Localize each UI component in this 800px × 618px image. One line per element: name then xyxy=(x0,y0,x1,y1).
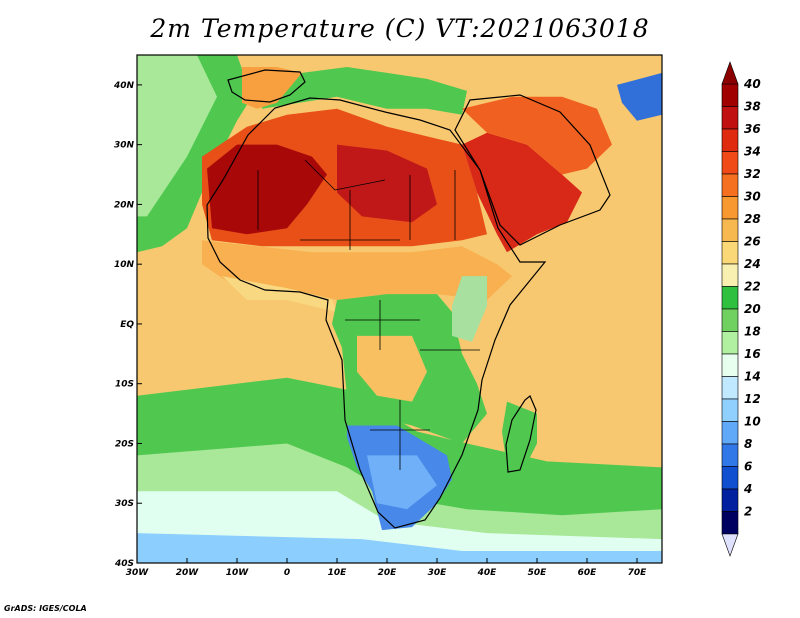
colorbar-box xyxy=(721,511,739,535)
colorbar-box xyxy=(721,353,739,377)
lon-tick-label: 30W xyxy=(126,568,150,578)
colorbar-label: 30 xyxy=(744,190,761,204)
colorbar-box xyxy=(721,331,739,355)
lat-tick-label: 20S xyxy=(115,439,134,449)
region-east-africa-highlands xyxy=(452,276,487,342)
colorbar-label: 20 xyxy=(744,302,761,316)
colorbar-label: 22 xyxy=(744,280,761,294)
lat-tick-label: 10N xyxy=(114,260,135,270)
lon-tick-label: 20W xyxy=(176,568,200,578)
region-mideast-north xyxy=(462,96,612,175)
colorbar-label: 2 xyxy=(744,505,752,519)
lon-tick-label: 30E xyxy=(428,568,448,578)
region-sahara-core-west xyxy=(207,144,327,235)
lon-tick-label: 40E xyxy=(477,568,498,578)
region-gulf-guinea-coast xyxy=(222,276,337,312)
africa-coastline xyxy=(206,97,547,529)
colorbar-label: 26 xyxy=(744,235,761,249)
colorbar-box xyxy=(721,218,739,242)
grads-credit: GrADS: IGES/COLA xyxy=(4,604,87,613)
region-congo-warm xyxy=(357,335,427,402)
lon-tick-label: 20E xyxy=(378,568,398,578)
colorbar-label: 24 xyxy=(744,257,761,271)
region-iran-cold xyxy=(617,72,662,121)
colorbar-box xyxy=(721,421,739,445)
colorbar-box xyxy=(721,128,739,152)
madagascar-coastline xyxy=(505,395,537,473)
latitude-axis: 40N 30N 20N 10N EQ 10S 20S 30S 40S xyxy=(113,81,142,569)
colorbar-label: 40 xyxy=(743,77,761,91)
colorbar-box xyxy=(721,376,739,400)
coastline-outline xyxy=(206,69,611,529)
lat-tick-label: 40S xyxy=(114,559,134,569)
colorbar-label: 10 xyxy=(744,415,761,429)
colorbar-label: 6 xyxy=(744,460,752,474)
colorbar-box xyxy=(721,286,739,310)
map-title: 2m Temperature (C) VT:2021063018 xyxy=(150,14,650,43)
colorbar-box xyxy=(721,488,739,512)
colorbar-box xyxy=(721,263,739,287)
colorbar-box xyxy=(721,196,739,220)
colorbar-label: 32 xyxy=(744,167,761,181)
colorbar-label: 14 xyxy=(744,370,761,384)
region-arabia xyxy=(462,132,582,253)
colorbar-top-arrow xyxy=(721,61,739,85)
colorbar-box xyxy=(721,83,739,107)
region-iberia xyxy=(242,67,302,109)
region-southern-africa-inner xyxy=(367,455,437,510)
colorbar-label: 38 xyxy=(744,100,761,114)
lon-tick-label: 10E xyxy=(328,568,348,578)
region-south-cool-4 xyxy=(137,533,662,563)
lon-tick-label: 70E xyxy=(628,568,648,578)
longitude-axis: 30W 20W 10W 0 10E 20E 30E 40E 50E 60E 70E xyxy=(126,558,647,578)
colorbar-box xyxy=(721,106,739,130)
colorbar-label: 12 xyxy=(744,392,761,406)
colorbar-box xyxy=(721,241,739,265)
colorbar-box xyxy=(721,173,739,197)
lat-tick-label: 30S xyxy=(115,499,134,509)
lat-tick-label: EQ xyxy=(120,320,134,330)
lat-tick-label: 10S xyxy=(115,380,134,390)
colorbar-box xyxy=(721,151,739,175)
lon-tick-label: 10W xyxy=(226,568,250,578)
plot-frame xyxy=(136,54,663,564)
region-mediterranean xyxy=(262,67,467,115)
iberia-coastline xyxy=(227,69,306,103)
temperature-field xyxy=(137,55,662,563)
colorbar-label: 16 xyxy=(744,347,761,361)
colorbar-box xyxy=(721,308,739,332)
colorbar-label: 36 xyxy=(744,122,761,136)
colorbar: 40 38 36 34 32 30 28 26 24 22 20 18 16 14 12 10 8 6 4 2 xyxy=(721,61,761,557)
region-sahel xyxy=(202,240,512,300)
colorbar-label: 8 xyxy=(744,437,752,451)
arabia-coastline xyxy=(454,94,611,246)
lat-tick-label: 20N xyxy=(114,200,135,210)
region-madagascar xyxy=(502,401,537,474)
lat-tick-label: 40N xyxy=(113,81,135,91)
region-atlantic-north-light xyxy=(137,55,217,217)
colorbar-label: 28 xyxy=(744,212,761,226)
colorbar-box xyxy=(721,398,739,422)
lon-tick-label: 0 xyxy=(284,568,290,578)
lon-tick-label: 50E xyxy=(528,568,548,578)
colorbar-label: 4 xyxy=(743,482,752,496)
colorbar-box xyxy=(721,466,739,490)
country-borders xyxy=(257,159,480,470)
colorbar-bottom-arrow xyxy=(721,533,739,557)
colorbar-label: 18 xyxy=(744,325,761,339)
lon-tick-label: 60E xyxy=(578,568,598,578)
region-sahara-core-east xyxy=(337,144,437,223)
colorbar-box xyxy=(721,443,739,467)
lat-tick-label: 30N xyxy=(114,141,135,151)
colorbar-label: 34 xyxy=(744,145,761,159)
